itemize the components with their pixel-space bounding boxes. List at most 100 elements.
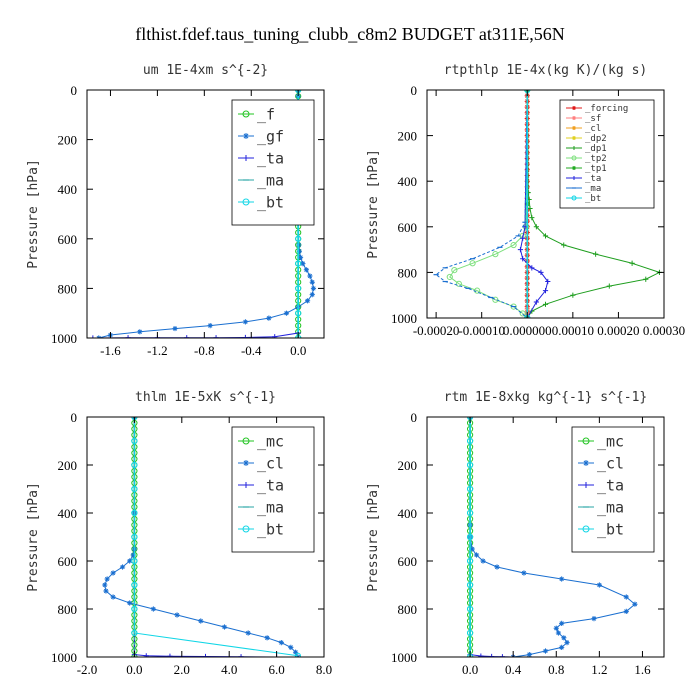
axes-frame	[86, 89, 325, 339]
data-point	[294, 652, 302, 657]
legend-label: _ta	[257, 476, 284, 494]
legend-label: _forcing	[585, 104, 628, 114]
data-point	[292, 649, 299, 655]
legend-label: _ma	[597, 498, 624, 516]
data-point	[593, 251, 599, 257]
data-point	[307, 273, 313, 279]
x-tick-label: 0.4	[505, 662, 522, 677]
data-point	[466, 461, 474, 469]
legend-marker	[243, 482, 249, 488]
y-tick-label: 0	[71, 83, 78, 98]
legend-label: _ta	[585, 174, 601, 184]
data-point	[529, 215, 535, 221]
y-tick-label: 0	[71, 410, 78, 425]
data-point	[242, 319, 248, 325]
y-tick-label: 200	[58, 133, 78, 148]
y-tick-label: 200	[398, 129, 418, 144]
legend: _mc _cl _ta _ma _bt	[571, 426, 655, 553]
y-tick-label: 1000	[51, 331, 77, 346]
y-axis-label: Pressure [hPa]	[26, 482, 41, 592]
legend-box	[231, 99, 315, 226]
data-point	[131, 629, 138, 637]
data-point	[561, 242, 567, 248]
data-point	[466, 485, 474, 493]
data-point	[90, 335, 96, 338]
y-tick-label: 1000	[51, 650, 77, 665]
y-tick-label: 400	[58, 182, 78, 197]
x-tick-label: 0.00020	[597, 323, 639, 338]
y-tick-label: 600	[58, 554, 78, 569]
legend-marker	[572, 126, 576, 130]
y-tick-label: 0	[411, 83, 418, 98]
data-point	[451, 267, 458, 274]
data-point	[131, 461, 138, 469]
legend-marker	[583, 460, 589, 466]
data-point	[130, 552, 136, 558]
legend-label: _gf	[257, 127, 284, 145]
data-point	[494, 564, 500, 570]
y-tick-label: 400	[58, 506, 78, 521]
legend-label: _ta	[257, 149, 284, 167]
data-point	[245, 630, 251, 636]
x-tick-label: 0.0	[126, 662, 142, 677]
x-tick-label: -2.0	[77, 662, 98, 677]
data-point	[296, 248, 302, 254]
legend-marker	[572, 146, 576, 150]
data-point	[623, 608, 629, 614]
y-tick-label: 400	[398, 506, 418, 521]
legend: _f _gf _ta _ma _bt	[231, 99, 315, 226]
data-point	[150, 606, 156, 612]
series-line-cl	[104, 417, 299, 657]
legend-marker	[242, 198, 250, 206]
data-point	[455, 280, 463, 287]
data-point	[629, 260, 635, 266]
x-tick-label: 1.2	[591, 662, 607, 677]
legend-label: _cl	[585, 124, 601, 134]
legend-label: _dp1	[585, 144, 607, 154]
legend: _mc _cl _ta _ma _bt	[231, 426, 315, 553]
data-point	[303, 267, 310, 273]
data-point	[131, 509, 138, 517]
legend-label: _tp2	[585, 154, 607, 164]
x-tick-label: 0.0	[462, 662, 478, 677]
legend-label: _ma	[257, 498, 284, 516]
legend-marker	[582, 437, 590, 445]
x-tick-label: -0.00020	[413, 323, 460, 338]
data-point	[295, 235, 302, 242]
x-tick-label: 2.0	[174, 662, 190, 677]
data-point	[469, 546, 475, 552]
figure-title: flthist.fdef.taus_tuning_clubb_c8m2 BUDG…	[135, 24, 564, 44]
data-point	[466, 605, 474, 613]
legend-marker	[572, 116, 576, 120]
data-point	[623, 594, 629, 600]
legend-marker	[243, 460, 249, 466]
legend-marker	[243, 133, 249, 139]
data-point	[521, 570, 527, 576]
data-point	[473, 552, 480, 558]
data-point	[492, 251, 499, 258]
data-point	[466, 581, 474, 589]
data-point	[564, 640, 570, 646]
legend-marker	[582, 525, 590, 533]
x-tick-label: -0.4	[241, 343, 262, 358]
y-axis-label: Pressure [hPa]	[366, 482, 381, 592]
x-tick-label: 0.8	[548, 662, 564, 677]
data-point	[469, 260, 476, 267]
legend-label: _bt	[597, 520, 624, 538]
y-tick-label: 0	[411, 410, 418, 425]
panel-title: rtm 1E-8xkg kg^{-1} s^{-1}	[444, 390, 648, 405]
data-point	[545, 278, 551, 285]
data-point	[143, 653, 149, 657]
data-point	[542, 301, 549, 307]
y-tick-label: 200	[58, 458, 78, 473]
data-point	[131, 557, 138, 565]
data-point	[538, 269, 544, 275]
data-point	[304, 298, 311, 304]
legend-label: _cl	[257, 454, 284, 472]
legend-box	[231, 426, 315, 553]
y-tick-label: 800	[58, 281, 78, 296]
panel-title: um 1E-4xm s^{-2}	[143, 63, 268, 78]
legend-label: _sf	[585, 114, 601, 124]
data-point	[103, 588, 109, 594]
panel-3: thlm 1E-5xK s^{-1} Pressure [hPa] -2.0 0.0 2…	[26, 390, 332, 677]
